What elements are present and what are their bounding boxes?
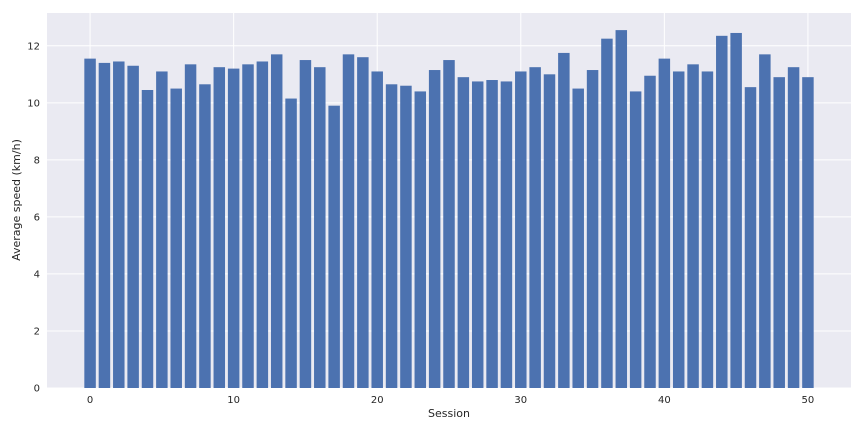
- bar: [586, 70, 599, 389]
- bar: [701, 71, 714, 388]
- bar: [529, 67, 541, 389]
- y-axis-label: Average speed (km/h): [10, 139, 23, 261]
- bar: [471, 81, 484, 388]
- bars: [84, 30, 814, 389]
- x-tick-label: 40: [658, 395, 671, 406]
- bar: [644, 75, 656, 388]
- bar: [629, 91, 642, 388]
- bar: [400, 85, 412, 388]
- bar: [687, 64, 699, 388]
- y-tick-label: 2: [34, 326, 40, 337]
- x-tick-label: 10: [227, 395, 240, 406]
- bar: [184, 64, 197, 388]
- x-axis-label: Session: [428, 407, 470, 420]
- bar: [385, 84, 398, 388]
- bar: [213, 67, 226, 389]
- bar: [658, 58, 671, 388]
- bar: [227, 68, 240, 388]
- bar: [443, 60, 455, 389]
- bar: [428, 70, 441, 389]
- x-tick-labels: 0 10 20 30 40 50: [87, 395, 814, 406]
- bar: [672, 71, 685, 388]
- bar: [113, 61, 125, 388]
- bar: [98, 62, 111, 389]
- y-tick-label: 4: [34, 269, 40, 280]
- bar: [543, 74, 556, 388]
- bar: [242, 64, 254, 388]
- bar: [500, 81, 513, 388]
- y-tick-label: 10: [27, 98, 40, 109]
- bar: [787, 67, 800, 389]
- x-tick-label: 30: [514, 395, 527, 406]
- bar: [256, 61, 269, 388]
- bar: [759, 54, 771, 388]
- bar: [802, 77, 814, 388]
- bar: [357, 57, 369, 389]
- bar: [558, 52, 570, 389]
- bar: [170, 88, 182, 388]
- bar: [730, 32, 742, 389]
- bar: [314, 67, 326, 389]
- bar: [515, 71, 527, 388]
- bar: [744, 87, 757, 389]
- bar: [615, 30, 628, 389]
- y-tick-labels: 0 2 4 6 8 10 12: [27, 41, 40, 394]
- bar: [457, 77, 470, 388]
- bar: [270, 54, 283, 388]
- x-tick-label: 0: [87, 395, 93, 406]
- bar: [773, 77, 785, 388]
- y-tick-label: 6: [34, 212, 40, 223]
- bar: [156, 71, 168, 388]
- x-tick-label: 50: [802, 395, 815, 406]
- bar: [84, 58, 96, 388]
- bar: [716, 35, 728, 388]
- bar: [342, 54, 355, 388]
- y-tick-label: 12: [27, 41, 40, 52]
- y-tick-label: 8: [34, 155, 40, 166]
- bar: [285, 98, 297, 388]
- bar: [199, 84, 211, 388]
- bar: [141, 89, 154, 388]
- bar: [299, 60, 312, 389]
- bar: [572, 88, 584, 388]
- y-tick-label: 0: [34, 384, 40, 395]
- bar: [127, 65, 139, 388]
- x-tick-label: 20: [371, 395, 384, 406]
- bar: [371, 71, 383, 388]
- bar: [486, 80, 498, 389]
- bar: [328, 105, 340, 389]
- bar: [414, 91, 427, 388]
- bar: [601, 38, 613, 388]
